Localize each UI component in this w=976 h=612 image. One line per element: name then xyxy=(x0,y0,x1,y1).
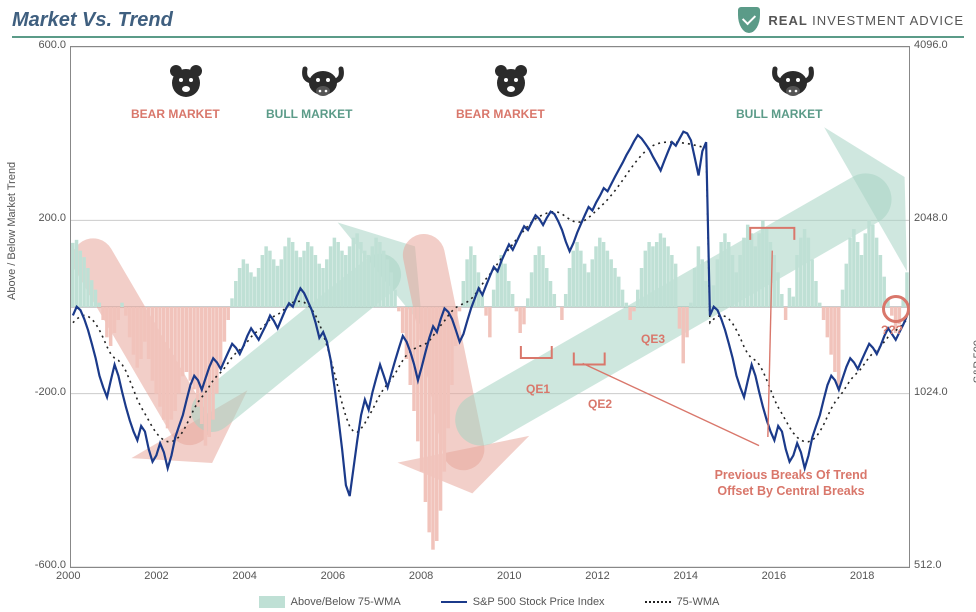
y-right-tick: 4096.0 xyxy=(914,39,948,51)
page-title: Market Vs. Trend xyxy=(12,9,173,32)
legend-wma-label: 75-WMA xyxy=(677,596,720,608)
y-axis-left-label: Above / Below Market Trend xyxy=(6,162,18,300)
bear-icon xyxy=(166,61,206,101)
x-tick: 2014 xyxy=(673,570,697,582)
y-right-tick: 512.0 xyxy=(914,559,942,571)
bull-market-label: BULL MARKET xyxy=(266,107,352,121)
legend-area-label: Above/Below 75-WMA xyxy=(291,596,401,608)
swatch-line-icon xyxy=(441,601,467,603)
question-annotation: ??? xyxy=(881,323,903,337)
qe3-label: QE3 xyxy=(641,332,665,346)
header: Market Vs. Trend REAL INVESTMENT ADVICE xyxy=(12,4,964,36)
legend-item-wma: 75-WMA xyxy=(645,596,720,608)
y-left-tick: 200.0 xyxy=(38,212,66,224)
x-tick: 2002 xyxy=(144,570,168,582)
x-tick: 2004 xyxy=(232,570,256,582)
swatch-area-icon xyxy=(259,596,285,608)
qe1-label: QE1 xyxy=(526,382,550,396)
logo-line1: REAL xyxy=(768,13,812,28)
logo-line2: INVESTMENT ADVICE xyxy=(812,13,964,28)
bear-market-label: BEAR MARKET xyxy=(456,107,545,121)
x-tick: 2008 xyxy=(409,570,433,582)
x-tick: 2012 xyxy=(585,570,609,582)
chart-area: BEAR MARKET BULL MARKET BEAR MARKET BULL… xyxy=(70,46,910,568)
y-axis-right-label: S&P 500 xyxy=(972,340,976,383)
shield-icon xyxy=(738,7,760,33)
bull-icon xyxy=(771,61,811,101)
y-right-tick: 2048.0 xyxy=(914,212,948,224)
legend-item-line: S&P 500 Stock Price Index xyxy=(441,596,605,608)
x-tick: 2006 xyxy=(321,570,345,582)
brand-logo: REAL INVESTMENT ADVICE xyxy=(738,7,964,33)
bull-market-label: BULL MARKET xyxy=(736,107,822,121)
breaks-l1: Previous Breaks Of Trend xyxy=(715,468,868,482)
swatch-dot-icon xyxy=(645,601,671,603)
bull-icon xyxy=(301,61,341,101)
x-tick: 2016 xyxy=(762,570,786,582)
breaks-l2: Offset By Central Breaks xyxy=(717,484,864,498)
legend-line-label: S&P 500 Stock Price Index xyxy=(473,596,605,608)
bear-market-label: BEAR MARKET xyxy=(131,107,220,121)
x-tick: 2018 xyxy=(850,570,874,582)
header-divider xyxy=(12,36,964,38)
legend-item-area: Above/Below 75-WMA xyxy=(259,596,401,608)
breaks-caption: Previous Breaks Of Trend Offset By Centr… xyxy=(691,467,891,500)
question-circle-icon xyxy=(882,295,910,323)
x-tick: 2010 xyxy=(497,570,521,582)
qe2-label: QE2 xyxy=(588,397,612,411)
x-tick: 2000 xyxy=(56,570,80,582)
y-left-tick: 600.0 xyxy=(38,39,66,51)
legend: Above/Below 75-WMA S&P 500 Stock Price I… xyxy=(70,596,908,608)
y-right-tick: 1024.0 xyxy=(914,386,948,398)
y-left-tick: -200.0 xyxy=(35,386,66,398)
bear-icon xyxy=(491,61,531,101)
